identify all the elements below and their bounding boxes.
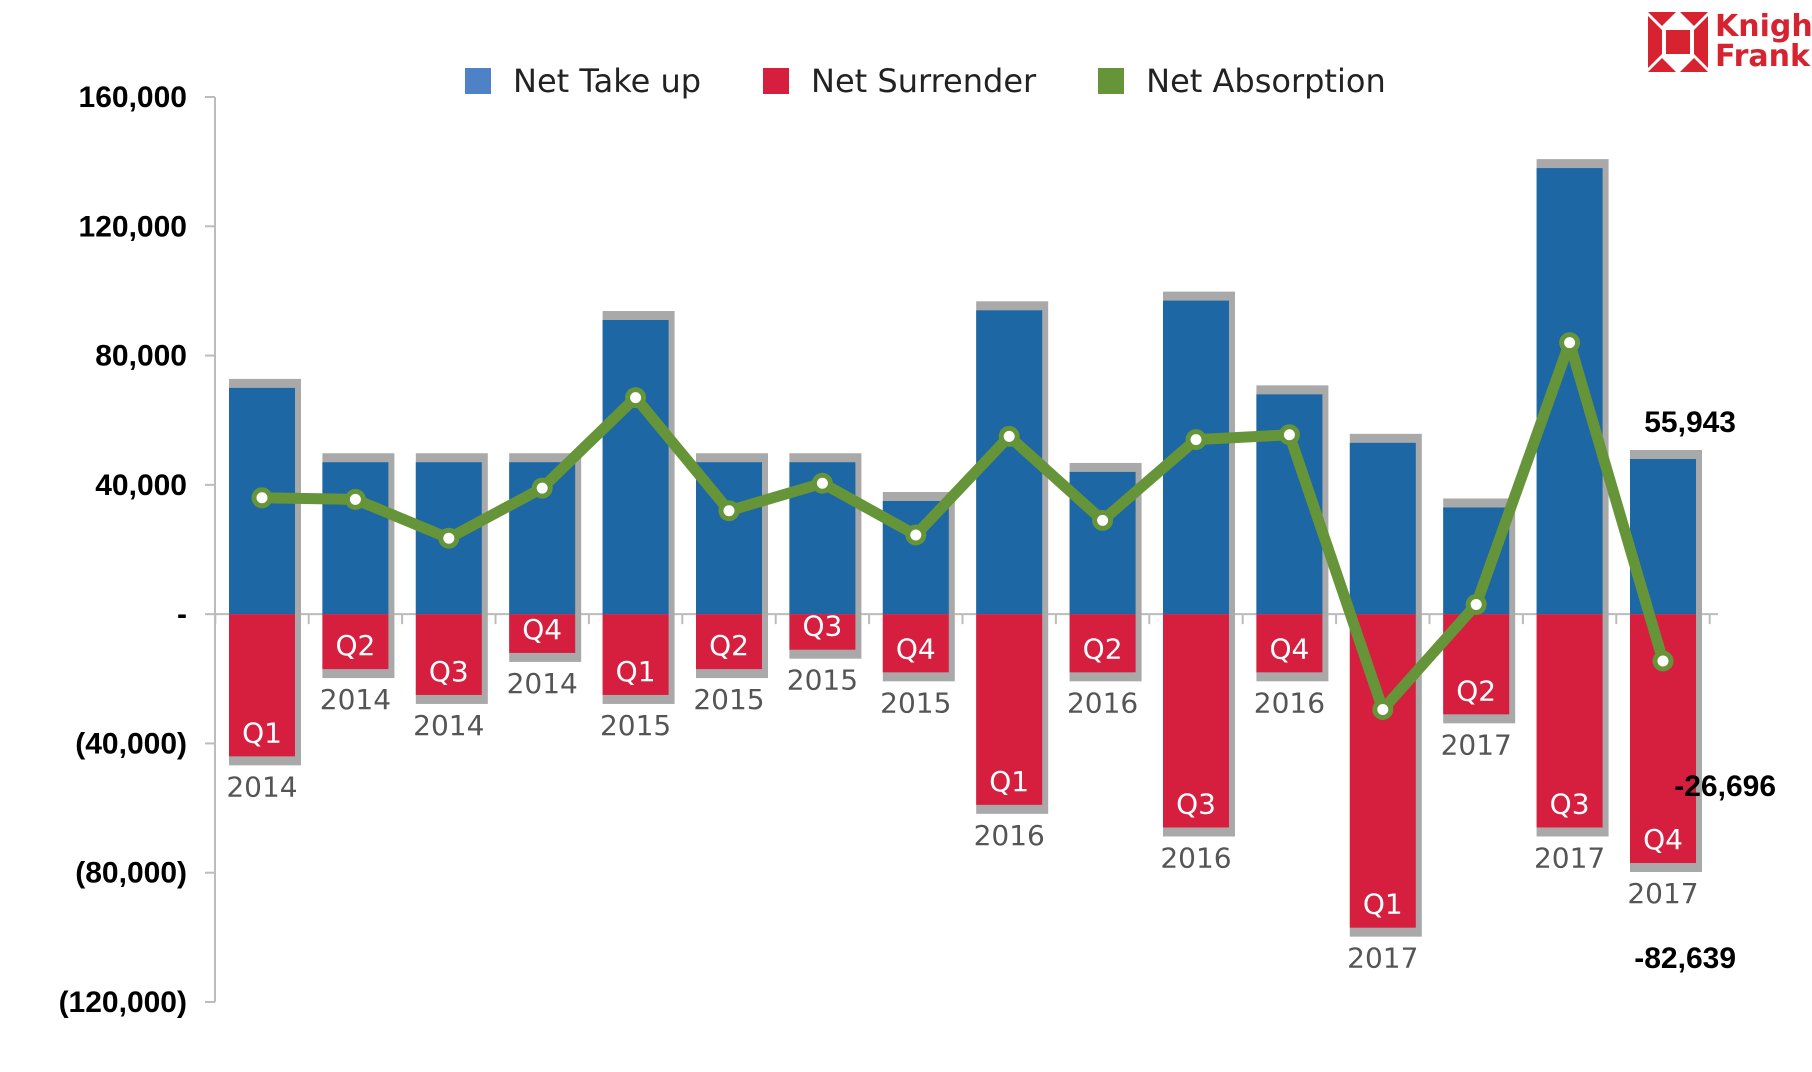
quarter-label: Q2 [335, 629, 375, 662]
net-absorption-point [251, 487, 273, 509]
net-absorption-point [1559, 332, 1581, 354]
category-labels: Q1 2014 Q2 2014 Q3 2014 Q4 2014 Q1 2015 Q2 2015 Q3 20… [226, 610, 1698, 975]
brand-logo: Knight Frank [1648, 12, 1812, 72]
net-absorption-point [438, 527, 460, 549]
legend-label-net-take-up: Net Take up [513, 62, 702, 100]
net-absorption-point [625, 387, 647, 409]
surrender-bar [1349, 614, 1416, 928]
annotations: 55,943 -26,696 -82,639 [1634, 406, 1776, 975]
net-absorption-point [344, 488, 366, 510]
year-label: 2016 [1160, 841, 1231, 874]
year-label: 2014 [507, 667, 578, 700]
year-label: 2017 [1534, 841, 1605, 874]
net-absorption-point [1185, 429, 1207, 451]
surrender-bar [696, 614, 762, 670]
net-absorption-point [718, 500, 740, 522]
quarter-label: Q1 [1363, 888, 1403, 921]
net-absorption-polyline [256, 337, 1669, 715]
surrender-bar [602, 614, 669, 695]
surrender-bar [976, 614, 1043, 805]
net-absorption-point [998, 425, 1020, 447]
net-absorption-point [1465, 593, 1487, 615]
year-label: 2015 [600, 709, 671, 742]
quarter-label: Q4 [1643, 823, 1683, 856]
y-tick-label: 160,000 [79, 81, 187, 114]
brand-line-1: Knight [1715, 9, 1812, 44]
legend-item-net-take-up: Net Take up [465, 62, 701, 100]
quarter-label: Q3 [429, 655, 469, 688]
net-absorption-point [1278, 424, 1300, 446]
y-tick-label: (80,000) [75, 857, 187, 890]
take-up-bar [322, 462, 389, 615]
brand-line-2: Frank [1715, 39, 1810, 74]
net-absorption-point [531, 477, 553, 499]
year-label: 2014 [413, 709, 484, 742]
net-absorption-point [811, 472, 833, 494]
quarter-label: Q4 [896, 632, 936, 665]
surrender-bar [789, 614, 856, 650]
annotation-absorption-q4-2017: -26,696 [1674, 770, 1776, 803]
surrender-bar [1256, 614, 1323, 673]
year-label: 2017 [1347, 942, 1418, 975]
y-tick-label: 120,000 [79, 210, 187, 243]
surrender-bar [229, 614, 295, 757]
y-tick-label: (120,000) [59, 986, 187, 1019]
legend-swatch-net-absorption [1098, 68, 1125, 94]
surrender-bar [1163, 614, 1229, 828]
surrender-bar [882, 614, 949, 673]
quarter-label: Q2 [1083, 632, 1123, 665]
year-label: 2015 [693, 683, 764, 716]
quarter-label: Q3 [802, 610, 842, 643]
annotation-surrender-q4-2017: -82,639 [1634, 942, 1736, 975]
quarter-label: Q1 [616, 655, 656, 688]
take-up-bar [1349, 442, 1416, 615]
annotation-take-up-q4-2017: 55,943 [1644, 406, 1736, 439]
legend-label-net-surrender: Net Surrender [811, 62, 1037, 100]
year-label: 2016 [1254, 686, 1325, 719]
quarter-label: Q2 [709, 629, 749, 662]
surrender-bar [322, 614, 389, 670]
net-absorption-point [1372, 698, 1394, 720]
legend-item-net-absorption: Net Absorption [1098, 62, 1386, 100]
year-label: 2015 [880, 686, 951, 719]
net-absorption-line [251, 332, 1674, 720]
quarter-label: Q4 [1269, 632, 1309, 665]
quarter-label: Q2 [1456, 674, 1496, 707]
quarter-label: Q1 [989, 765, 1029, 798]
quarter-label: Q4 [522, 613, 562, 646]
surrender-bar [1069, 614, 1136, 673]
y-tick-label: 80,000 [95, 340, 187, 373]
y-tick-label: - [177, 598, 187, 631]
year-label: 2016 [1067, 686, 1138, 719]
year-label: 2014 [226, 770, 297, 803]
quarter-label: Q3 [1550, 787, 1590, 820]
net-absorption-point [905, 524, 927, 546]
take-up-bar [602, 320, 669, 615]
legend-swatch-net-surrender [763, 68, 790, 94]
legend-item-net-surrender: Net Surrender [763, 62, 1036, 100]
year-label: 2017 [1441, 728, 1512, 761]
y-tick-label: (40,000) [75, 727, 187, 760]
quarter-label: Q3 [1176, 787, 1216, 820]
surrender-bar [415, 614, 482, 695]
surrender-bar [509, 614, 576, 653]
year-label: 2016 [974, 819, 1045, 852]
quarter-label: Q1 [242, 716, 282, 749]
legend-swatch-net-take-up [465, 68, 491, 94]
year-label: 2015 [787, 664, 858, 697]
chart-legend: Net Take up Net Surrender Net Absorption [465, 62, 1448, 100]
brand-wordmark: Knight Frank [1715, 12, 1812, 72]
y-tick-label: 40,000 [95, 469, 187, 502]
year-label: 2017 [1627, 877, 1698, 910]
surrender-bar [1536, 614, 1603, 828]
net-absorption-point [1092, 509, 1114, 531]
brand-mark-icon [1648, 12, 1708, 72]
net-absorption-point [1652, 650, 1674, 672]
year-label: 2014 [320, 683, 391, 716]
legend-label-net-absorption: Net Absorption [1146, 62, 1386, 100]
